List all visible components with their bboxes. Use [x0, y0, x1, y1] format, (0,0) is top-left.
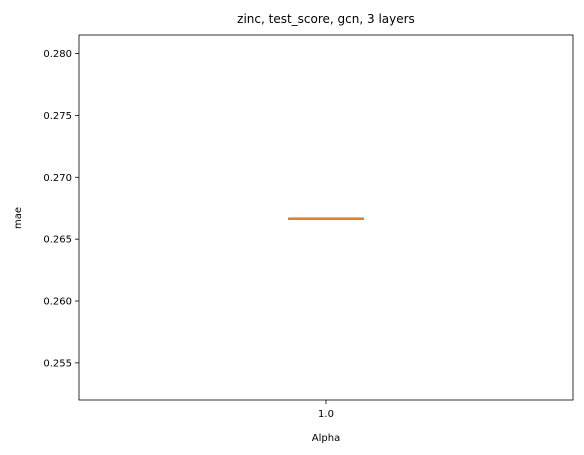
x-axis-label: Alpha: [312, 433, 340, 444]
y-axis: 0.255 0.260 0.265 0.270 0.275 0.280: [43, 49, 79, 369]
box-series: [288, 217, 364, 220]
y-tick-label: 0.280: [43, 49, 72, 60]
y-tick-label: 0.265: [43, 235, 72, 246]
y-tick-label: 0.275: [43, 111, 72, 122]
y-tick-label: 0.260: [43, 297, 72, 308]
y-tick-label: 0.270: [43, 173, 72, 184]
y-tick-label: 0.255: [43, 358, 72, 369]
plot-area: [78, 34, 574, 401]
x-tick-label: 1.0: [318, 409, 334, 420]
y-axis-label: mae: [13, 207, 24, 229]
x-axis: 1.0: [318, 400, 334, 420]
chart-title: zinc, test_score, gcn, 3 layers: [237, 12, 415, 26]
